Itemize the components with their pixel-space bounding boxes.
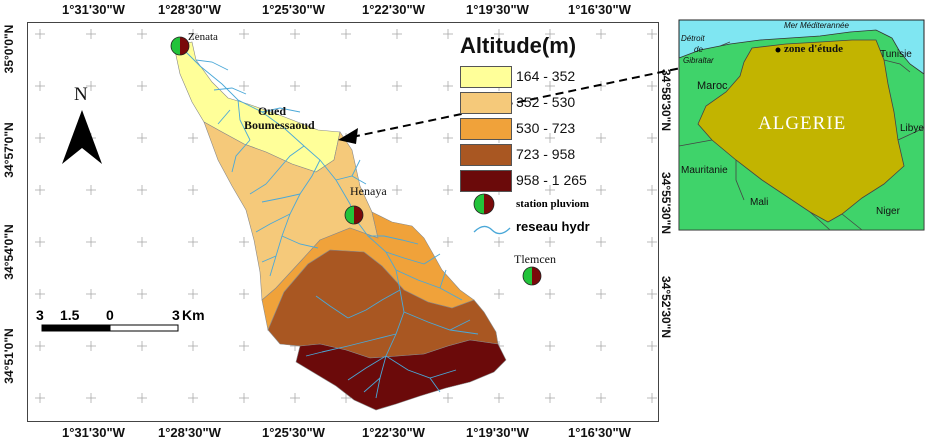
inset-tunisie: Tunisie — [880, 49, 912, 60]
coord-bottom-5: 1°19'30"W — [466, 425, 529, 440]
inset-maroc: Maroc — [697, 80, 728, 92]
legend-station-label: station pluviom — [516, 198, 590, 210]
inset-strait-1: Détroit — [681, 34, 705, 43]
map-frame — [27, 22, 659, 422]
legend-swatch — [460, 118, 512, 140]
place-tlemcen: Tlemcen — [514, 252, 556, 266]
inset-mauritanie: Mauritanie — [681, 165, 728, 176]
place-hennaya: Henaya — [350, 184, 387, 198]
legend-label: 530 - 723 — [516, 120, 576, 136]
north-arrow-icon — [62, 110, 102, 164]
inset-strait-2: de — [694, 45, 703, 54]
coord-top-4: 1°22'30"W — [362, 2, 425, 17]
legend-river-icon — [473, 225, 511, 235]
legend-station-icon — [473, 193, 495, 215]
inset-sea-label: Mer Méditerannée — [784, 21, 849, 30]
coord-bottom-2: 1°28'30"W — [158, 425, 221, 440]
legend-label: 164 - 352 — [516, 68, 576, 84]
coord-top-2: 1°28'30"W — [158, 2, 221, 17]
legend-label: 352 - 530 — [516, 94, 576, 110]
inset-mali: Mali — [750, 197, 769, 208]
place-oued: Oued — [258, 104, 287, 118]
inset-map — [678, 19, 925, 231]
coord-bottom-3: 1°25'30"W — [262, 425, 325, 440]
place-boumessaoud: Boumessaoud — [244, 118, 315, 132]
inset-zone-label: zone d'étude — [784, 43, 843, 55]
watershed-zones — [173, 41, 507, 411]
station-zenata — [170, 36, 190, 56]
legend-swatch — [460, 92, 512, 114]
inset-algerie: ALGERIE — [758, 113, 847, 134]
coord-bottom-4: 1°22'30"W — [362, 425, 425, 440]
scale-label-3b: 3 — [172, 307, 180, 323]
coord-top-3: 1°25'30"W — [262, 2, 325, 17]
location-arrow — [338, 47, 777, 144]
place-zenata: Zenata — [188, 31, 218, 43]
scale-label-1-5: 1.5 — [60, 307, 80, 323]
inset-niger: Niger — [876, 206, 900, 217]
study-zone-dot — [775, 47, 781, 53]
scale-label-0: 0 — [106, 307, 114, 323]
scale-bar — [41, 324, 179, 332]
zone-958-1265 — [295, 339, 507, 411]
coord-top-1: 1°31'30"W — [62, 2, 125, 17]
legend-item: 723 - 958 — [460, 144, 632, 166]
legend-item: 958 - 1 265 — [460, 170, 632, 192]
legend-item: 164 - 352 — [460, 66, 632, 88]
inset-libye: Libye — [900, 123, 924, 134]
scale-label-3: 3 — [36, 307, 44, 323]
coord-bottom-1: 1°31'30"W — [62, 425, 125, 440]
scale-unit: Km — [182, 307, 205, 323]
legend-swatch — [460, 144, 512, 166]
legend-swatch — [460, 66, 512, 88]
coord-top-5: 1°19'30"W — [466, 2, 529, 17]
station-hennaya — [344, 205, 364, 225]
legend-label: 723 - 958 — [516, 146, 576, 162]
coord-top-6: 1°16'30"W — [568, 2, 631, 17]
coord-bottom-6: 1°16'30"W — [568, 425, 631, 440]
legend-item: 352 - 530 — [460, 92, 632, 114]
legend-label: 958 - 1 265 — [516, 172, 587, 188]
legend-item: 530 - 723 — [460, 118, 632, 140]
legend-river-label: reseau hydr — [516, 219, 590, 234]
inset-strait-3: Gibraltar — [683, 56, 714, 65]
north-label: N — [74, 84, 88, 105]
legend-title: Altitude(m) — [460, 33, 577, 58]
legend-swatch — [460, 170, 512, 192]
station-tlemcen — [522, 266, 542, 286]
